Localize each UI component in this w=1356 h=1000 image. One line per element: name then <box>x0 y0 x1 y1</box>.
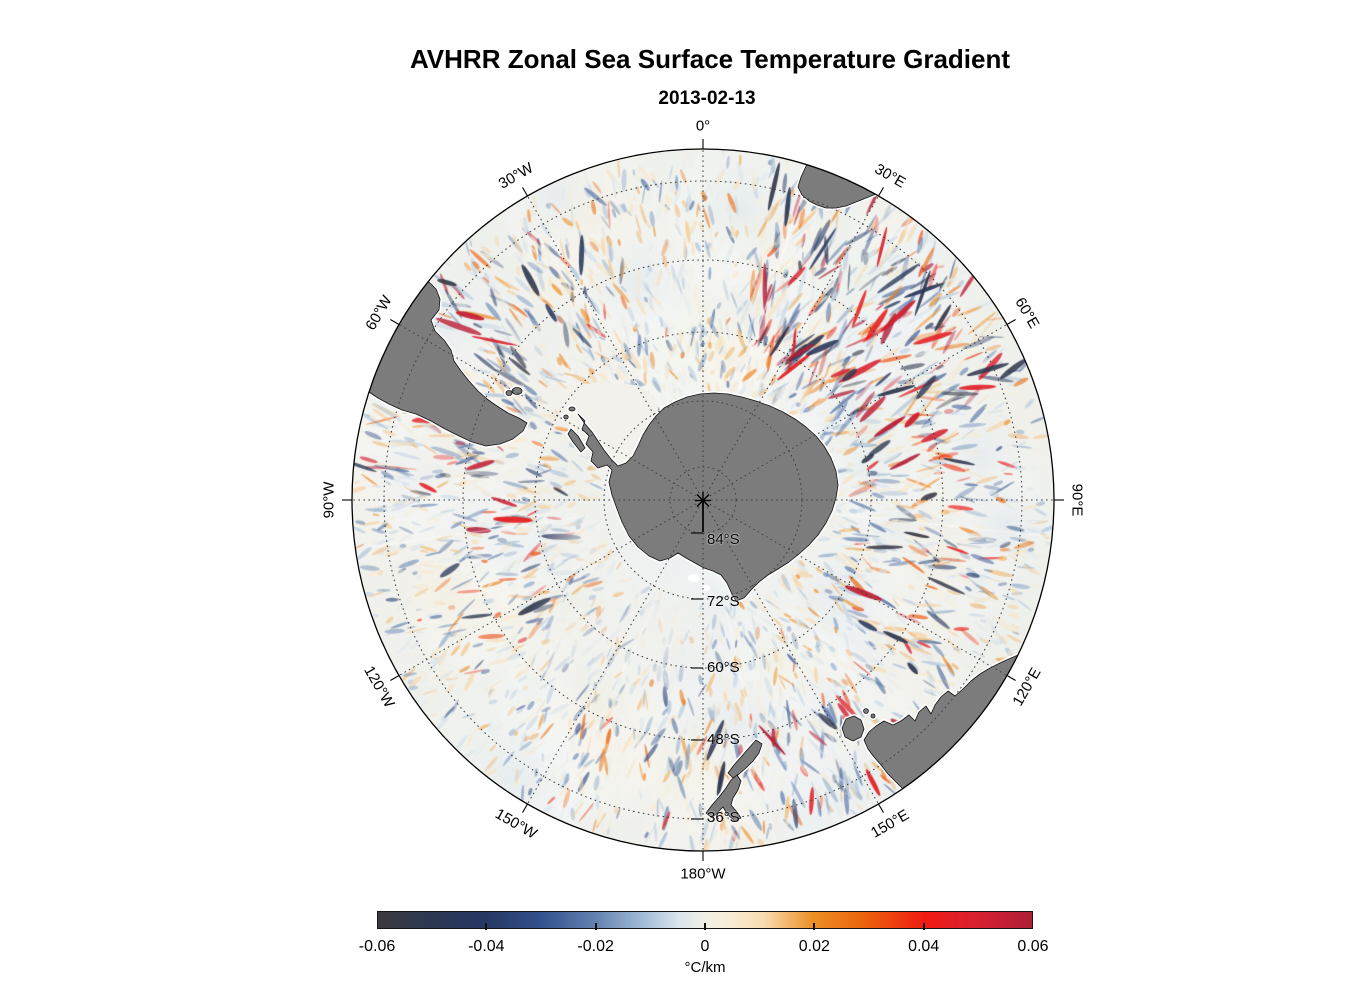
falkland-islands <box>511 387 523 395</box>
australia <box>863 654 1019 790</box>
new-zealand-north-island <box>705 774 742 822</box>
longitude-label: 0° <box>695 117 711 135</box>
longitude-label: 90°W <box>320 481 338 519</box>
longitude-gridline <box>527 506 700 805</box>
africa <box>797 163 877 209</box>
latitude-label: 60°S <box>707 659 740 676</box>
tasmania <box>841 715 865 742</box>
longitude-tick <box>390 675 400 681</box>
longitude-label: 180°W <box>680 865 726 883</box>
longitude-tick <box>1006 675 1016 681</box>
longitude-tick <box>878 803 884 813</box>
latitude-label: 48°S <box>707 731 740 748</box>
peninsula-islet <box>563 414 569 420</box>
longitude-tick <box>878 187 884 197</box>
bass-strait-islet <box>863 708 869 714</box>
longitude-tick <box>522 187 528 197</box>
longitude-gridline <box>527 195 700 494</box>
colorbar-tick-label: -0.02 <box>577 938 614 955</box>
longitude-gridline <box>709 503 1008 676</box>
colorbar-tickmark <box>704 923 706 930</box>
colorbar-tickmark <box>813 923 816 930</box>
figure-subtitle: 2013-02-13 <box>658 88 756 109</box>
longitude-gridline <box>706 506 879 805</box>
longitude-ticks <box>342 139 1064 861</box>
colorbar-tick-label: 0 <box>700 938 710 955</box>
colorbar-tickmark <box>594 923 597 930</box>
colorbar-tickmark <box>485 923 488 930</box>
longitude-gridline <box>398 503 697 676</box>
colorbar-tick-label: -0.04 <box>468 938 505 955</box>
bass-strait-islet <box>870 713 876 719</box>
longitude-tick <box>522 803 528 813</box>
colorbar-tick-label: 0.06 <box>1017 938 1049 955</box>
longitude-gridline <box>709 324 1008 497</box>
south-georgia-island <box>567 428 586 453</box>
colorbar-tick-label: 0.04 <box>908 938 940 955</box>
falkland-islands <box>505 390 513 396</box>
longitude-tick <box>390 319 400 325</box>
ice-patch <box>702 585 710 591</box>
latitude-ticks <box>691 532 703 820</box>
pole-marker-icon <box>695 492 711 532</box>
colorbar-tickmark <box>922 923 925 930</box>
antarctica <box>577 392 839 602</box>
figure-title: AVHRR Zonal Sea Surface Temperature Grad… <box>409 44 1011 74</box>
longitude-label: 90°E <box>1068 483 1086 517</box>
latitude-label: 84°S <box>707 531 740 548</box>
colorbar-unit-label: °C/km <box>684 959 726 976</box>
ice-patch <box>688 574 700 582</box>
peninsula-islet <box>568 406 576 412</box>
latitude-gridline <box>462 259 944 741</box>
longitude-gridline <box>398 324 697 497</box>
land-layer <box>368 163 1019 822</box>
colorbar-tick-label: -0.06 <box>358 938 396 955</box>
longitude-gridline <box>706 195 879 494</box>
latitude-label: 36°S <box>707 809 740 826</box>
latitude-label: 72°S <box>707 593 740 610</box>
colorbar-tick-label: 0.02 <box>798 938 830 955</box>
longitude-tick <box>1006 319 1016 325</box>
